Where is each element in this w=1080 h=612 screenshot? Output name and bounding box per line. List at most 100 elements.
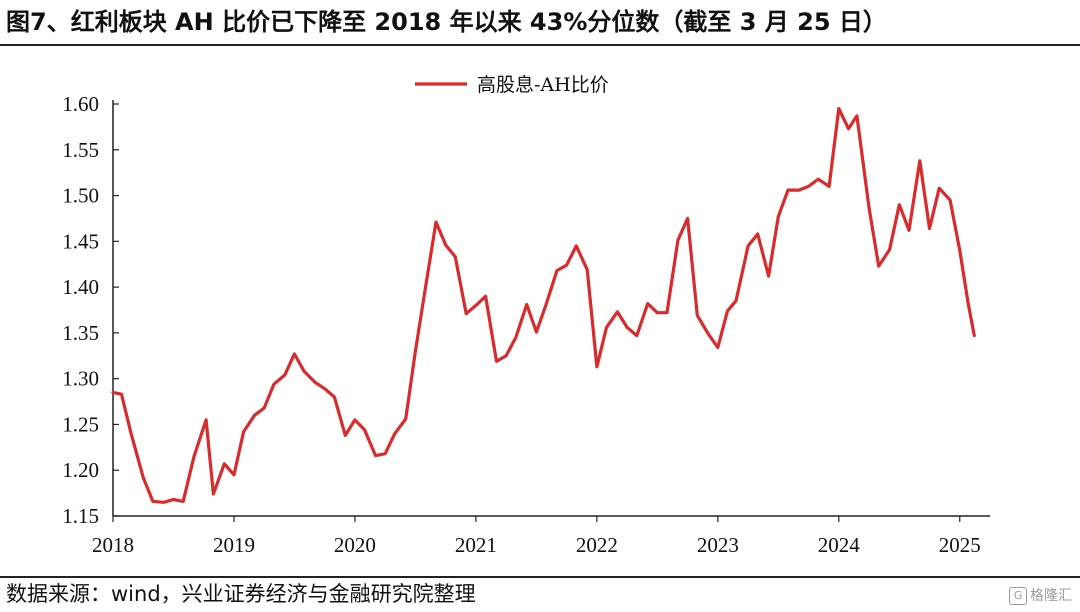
data-point	[919, 160, 921, 162]
line-chart: 1.15 1.20 1.25 1.30 1.35 1.40 1.45 1.50 1.55 1.60…	[62, 74, 990, 557]
data-point	[205, 419, 207, 421]
data-point	[757, 233, 759, 235]
y-tick-label: 1.60	[62, 92, 99, 116]
data-point	[605, 326, 607, 328]
series-line-0	[111, 106, 976, 504]
data-point	[475, 304, 477, 306]
x-tick-label: 2019	[213, 533, 255, 557]
data-point	[807, 185, 809, 187]
data-point	[973, 334, 975, 336]
data-point	[686, 217, 688, 219]
data-point	[223, 463, 225, 465]
data-point	[495, 360, 497, 362]
x-tick-label: 2020	[334, 533, 376, 557]
data-point	[959, 249, 961, 251]
data-point	[303, 370, 305, 372]
data-point	[938, 187, 940, 189]
data-point	[535, 331, 537, 333]
data-point	[182, 500, 184, 502]
y-tick-label: 1.30	[62, 367, 99, 391]
data-point	[324, 388, 326, 390]
data-point	[465, 313, 467, 315]
x-tick-label: 2021	[455, 533, 497, 557]
data-point	[898, 204, 900, 206]
data-point	[656, 312, 658, 314]
data-point	[596, 366, 598, 368]
data-point	[878, 265, 880, 267]
chart-plot-area	[111, 106, 976, 504]
data-point	[120, 393, 122, 395]
data-point	[677, 239, 679, 241]
bottom-divider	[0, 576, 1080, 578]
data-point	[626, 326, 628, 328]
data-point	[717, 346, 719, 348]
chart-title: 图7、红利板块 AH 比价已下降至 2018 年以来 43%分位数（截至 3 月…	[6, 8, 887, 36]
data-point	[616, 311, 618, 313]
data-point	[515, 336, 517, 338]
data-point	[112, 391, 114, 393]
data-point	[405, 418, 407, 420]
data-point	[747, 245, 749, 247]
data-point	[484, 295, 486, 297]
data-point	[545, 303, 547, 305]
data-point	[817, 178, 819, 180]
data-point	[828, 185, 830, 187]
data-source-note: 数据来源：wind，兴业证券经济与金融研究院整理	[6, 582, 476, 606]
data-point	[394, 432, 396, 434]
data-point	[707, 333, 709, 335]
data-point	[636, 334, 638, 336]
data-point	[777, 215, 779, 217]
chart-legend: 高股息-AH比价	[415, 74, 609, 96]
data-point	[363, 429, 365, 431]
data-point	[949, 199, 951, 201]
data-point	[293, 353, 295, 355]
data-point	[868, 206, 870, 208]
data-point	[253, 414, 255, 416]
data-point	[454, 256, 456, 258]
data-point	[787, 189, 789, 191]
y-tick-label: 1.25	[62, 412, 99, 436]
data-point	[798, 189, 800, 191]
data-point	[445, 244, 447, 246]
data-point	[767, 275, 769, 277]
data-point	[856, 115, 858, 117]
data-point	[172, 498, 174, 500]
data-point	[908, 229, 910, 231]
data-point	[847, 128, 849, 130]
data-point	[344, 434, 346, 436]
x-tick-label: 2022	[576, 533, 618, 557]
data-point	[575, 245, 577, 247]
data-point	[374, 454, 376, 456]
x-tick-label: 2025	[939, 533, 981, 557]
data-point	[888, 248, 890, 250]
data-point	[505, 355, 507, 357]
data-point	[414, 350, 416, 352]
data-point	[526, 303, 528, 305]
data-point	[263, 407, 265, 409]
data-point	[212, 493, 214, 495]
data-point	[565, 264, 567, 266]
data-point	[284, 374, 286, 376]
data-point	[726, 310, 728, 312]
y-tick-label: 1.40	[62, 275, 99, 299]
data-point	[435, 221, 437, 223]
y-tick-label: 1.55	[62, 138, 99, 162]
watermark: G 格隆汇	[1009, 584, 1072, 608]
data-point	[152, 500, 154, 502]
x-tick-label: 2018	[92, 533, 134, 557]
data-point	[273, 383, 275, 385]
data-point	[354, 419, 356, 421]
x-tick-label: 2023	[697, 533, 739, 557]
data-point	[242, 431, 244, 433]
data-point	[647, 302, 649, 304]
data-point	[142, 476, 144, 478]
data-point	[193, 455, 195, 457]
data-point	[696, 314, 698, 316]
data-point	[314, 381, 316, 383]
data-point	[735, 300, 737, 302]
y-tick-label: 1.50	[62, 184, 99, 208]
data-point	[666, 312, 668, 314]
y-tick-label: 1.20	[62, 458, 99, 482]
top-divider	[0, 44, 1080, 46]
y-tick-label: 1.35	[62, 321, 99, 345]
